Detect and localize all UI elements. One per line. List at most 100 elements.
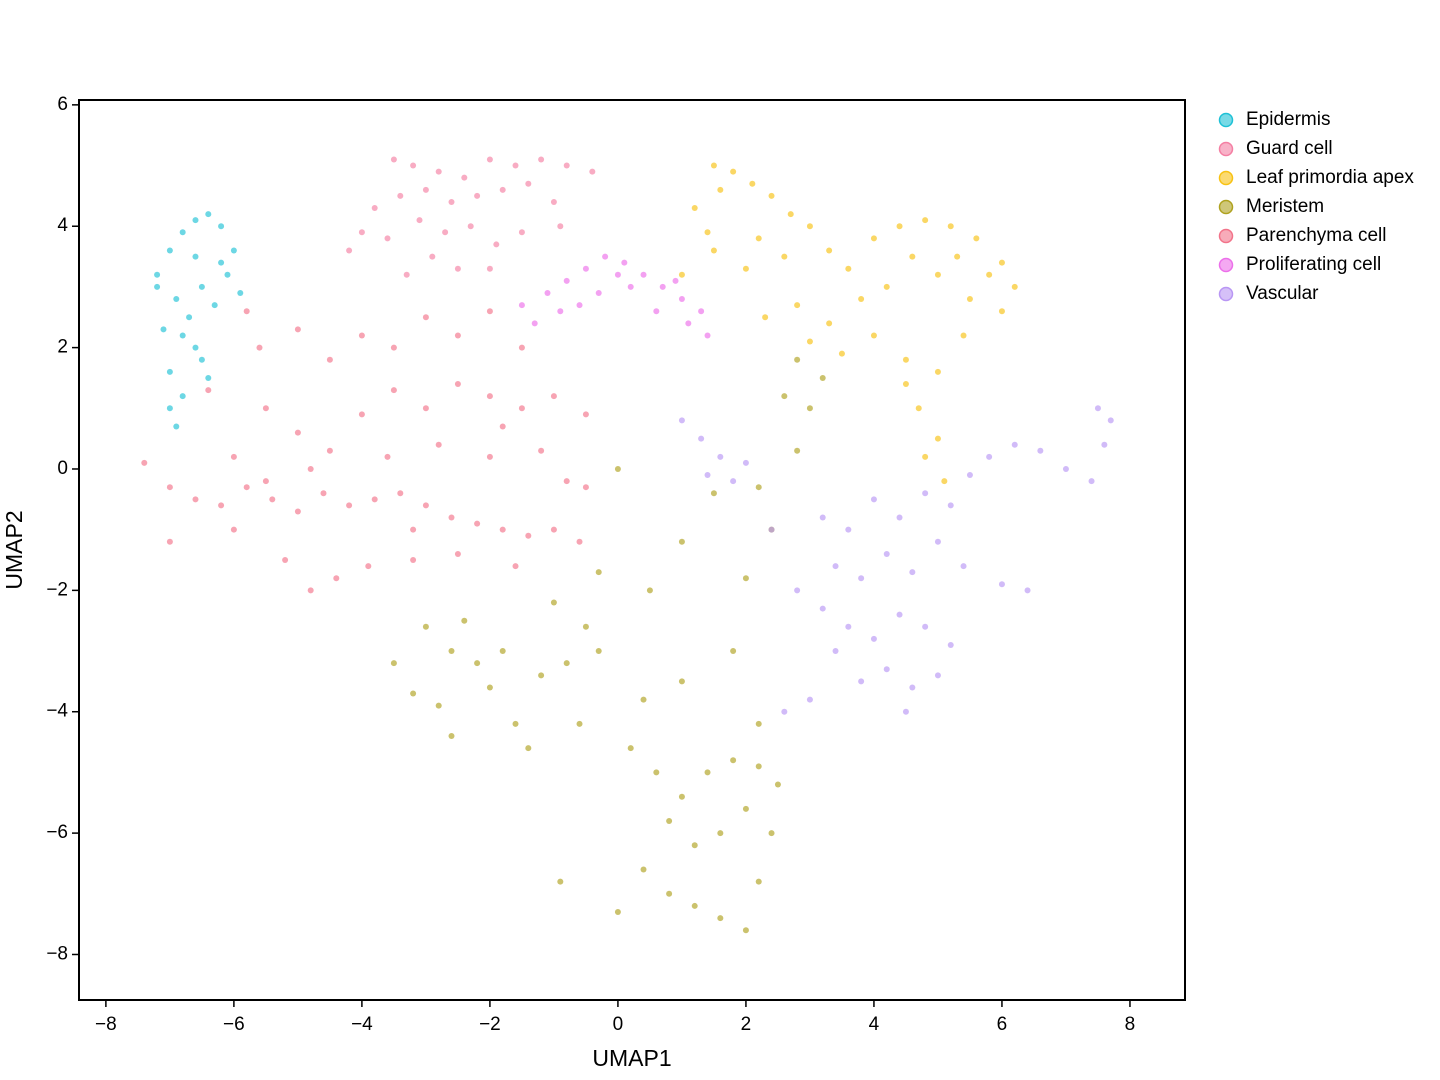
point [173,423,180,430]
point [755,878,762,885]
point [691,205,698,212]
point [934,368,941,375]
point [986,453,993,460]
y-tick-label: −8 [46,943,68,964]
point [954,253,961,260]
point [794,302,801,309]
legend-label: Epidermis [1246,109,1330,130]
point [896,223,903,230]
y-tick-label: −2 [46,579,68,600]
point [403,271,410,278]
point [429,253,436,260]
point [544,289,551,296]
point [448,733,455,740]
point [224,271,231,278]
point [461,174,468,181]
point [538,672,545,679]
legend-label: Parenchyma cell [1246,225,1386,246]
legend-marker [1218,257,1234,273]
point [499,186,506,193]
point [230,247,237,254]
point [499,423,506,430]
point [186,314,193,321]
point [333,575,340,582]
point [243,484,250,491]
point [486,684,493,691]
point [883,550,890,557]
point [678,538,685,545]
point [915,405,922,412]
point [518,302,525,309]
point [230,453,237,460]
point [282,557,289,564]
point [563,162,570,169]
point [154,271,161,278]
point [474,660,481,667]
point [858,575,865,582]
point [806,405,813,412]
point [678,678,685,685]
point [806,223,813,230]
point [973,235,980,242]
point [486,393,493,400]
point [166,368,173,375]
point [762,314,769,321]
point [262,478,269,485]
point [838,350,845,357]
x-tick-label: 2 [741,1014,752,1035]
point [883,666,890,673]
point [410,557,417,564]
point [205,387,212,394]
point [627,283,634,290]
point [698,435,705,442]
point [141,459,148,466]
point [397,490,404,497]
point [410,690,417,697]
point [704,332,711,339]
point [730,757,737,764]
point [666,890,673,897]
point [986,271,993,278]
point [595,289,602,296]
point [518,405,525,412]
point [563,660,570,667]
point [819,374,826,381]
point [525,180,532,187]
point [819,605,826,612]
point [563,277,570,284]
point [755,484,762,491]
point [826,320,833,327]
point [960,332,967,339]
point [410,526,417,533]
point [1107,417,1114,424]
point [595,569,602,576]
point [416,217,423,224]
point [448,648,455,655]
point [371,205,378,212]
point [192,217,199,224]
point [582,265,589,272]
point [710,162,717,169]
point [710,247,717,254]
point [896,514,903,521]
point [448,198,455,205]
x-tick-label: −6 [223,1014,245,1035]
legend-marker [1218,141,1234,157]
x-axis-title: UMAP1 [592,1045,671,1071]
point [858,678,865,685]
point [218,259,225,266]
point [666,817,673,824]
point [678,271,685,278]
point [646,587,653,594]
point [218,502,225,509]
point [518,229,525,236]
point [307,465,314,472]
point [422,502,429,509]
point [512,720,519,727]
point [512,162,519,169]
plot-frame [78,99,1186,1001]
point [755,235,762,242]
point [390,387,397,394]
